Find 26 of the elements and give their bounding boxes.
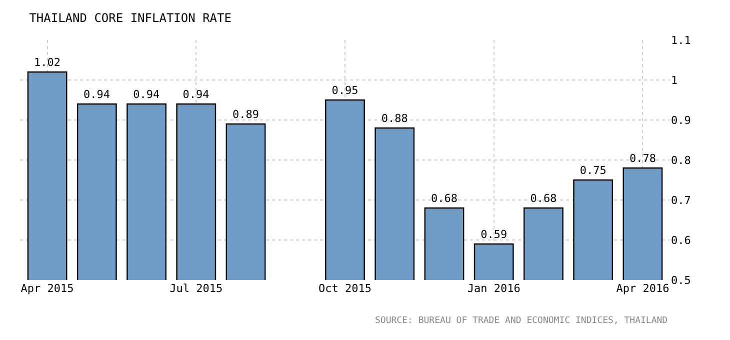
data-label: 0.68 <box>530 192 557 205</box>
y-tick-label: 0.8 <box>671 154 691 167</box>
x-tick-label: Apr 2015 <box>20 282 74 295</box>
data-label: 0.89 <box>232 108 260 121</box>
y-tick-label: 0.7 <box>671 194 691 207</box>
data-label: 0.75 <box>580 164 606 177</box>
data-label: 0.95 <box>332 84 358 97</box>
y-tick-label: 0.9 <box>671 114 691 127</box>
y-tick-label: 1.1 <box>671 34 691 47</box>
source-note: SOURCE: BUREAU OF TRADE AND ECONOMIC INDICES, THAILAND <box>375 316 668 326</box>
data-label: 0.94 <box>182 88 210 101</box>
x-tick-label: Jul 2015 <box>170 282 223 295</box>
x-tick-label: Apr 2016 <box>616 282 670 295</box>
x-tick-label: Jan 2016 <box>467 282 520 295</box>
y-tick-label: 0.6 <box>671 234 691 247</box>
data-label: 0.94 <box>133 88 160 101</box>
y-tick-label: 0.5 <box>671 274 691 287</box>
data-label: 0.88 <box>381 112 408 125</box>
data-label: 0.78 <box>629 152 656 165</box>
y-tick-label: 1 <box>671 74 678 87</box>
data-label: 0.68 <box>430 192 458 205</box>
data-label: 0.59 <box>480 228 508 241</box>
x-tick-label: Oct 2015 <box>318 282 372 295</box>
chart-title: THAILAND CORE INFLATION RATE <box>29 11 232 25</box>
data-label: 0.94 <box>83 88 110 101</box>
data-label: 1.02 <box>34 56 61 69</box>
